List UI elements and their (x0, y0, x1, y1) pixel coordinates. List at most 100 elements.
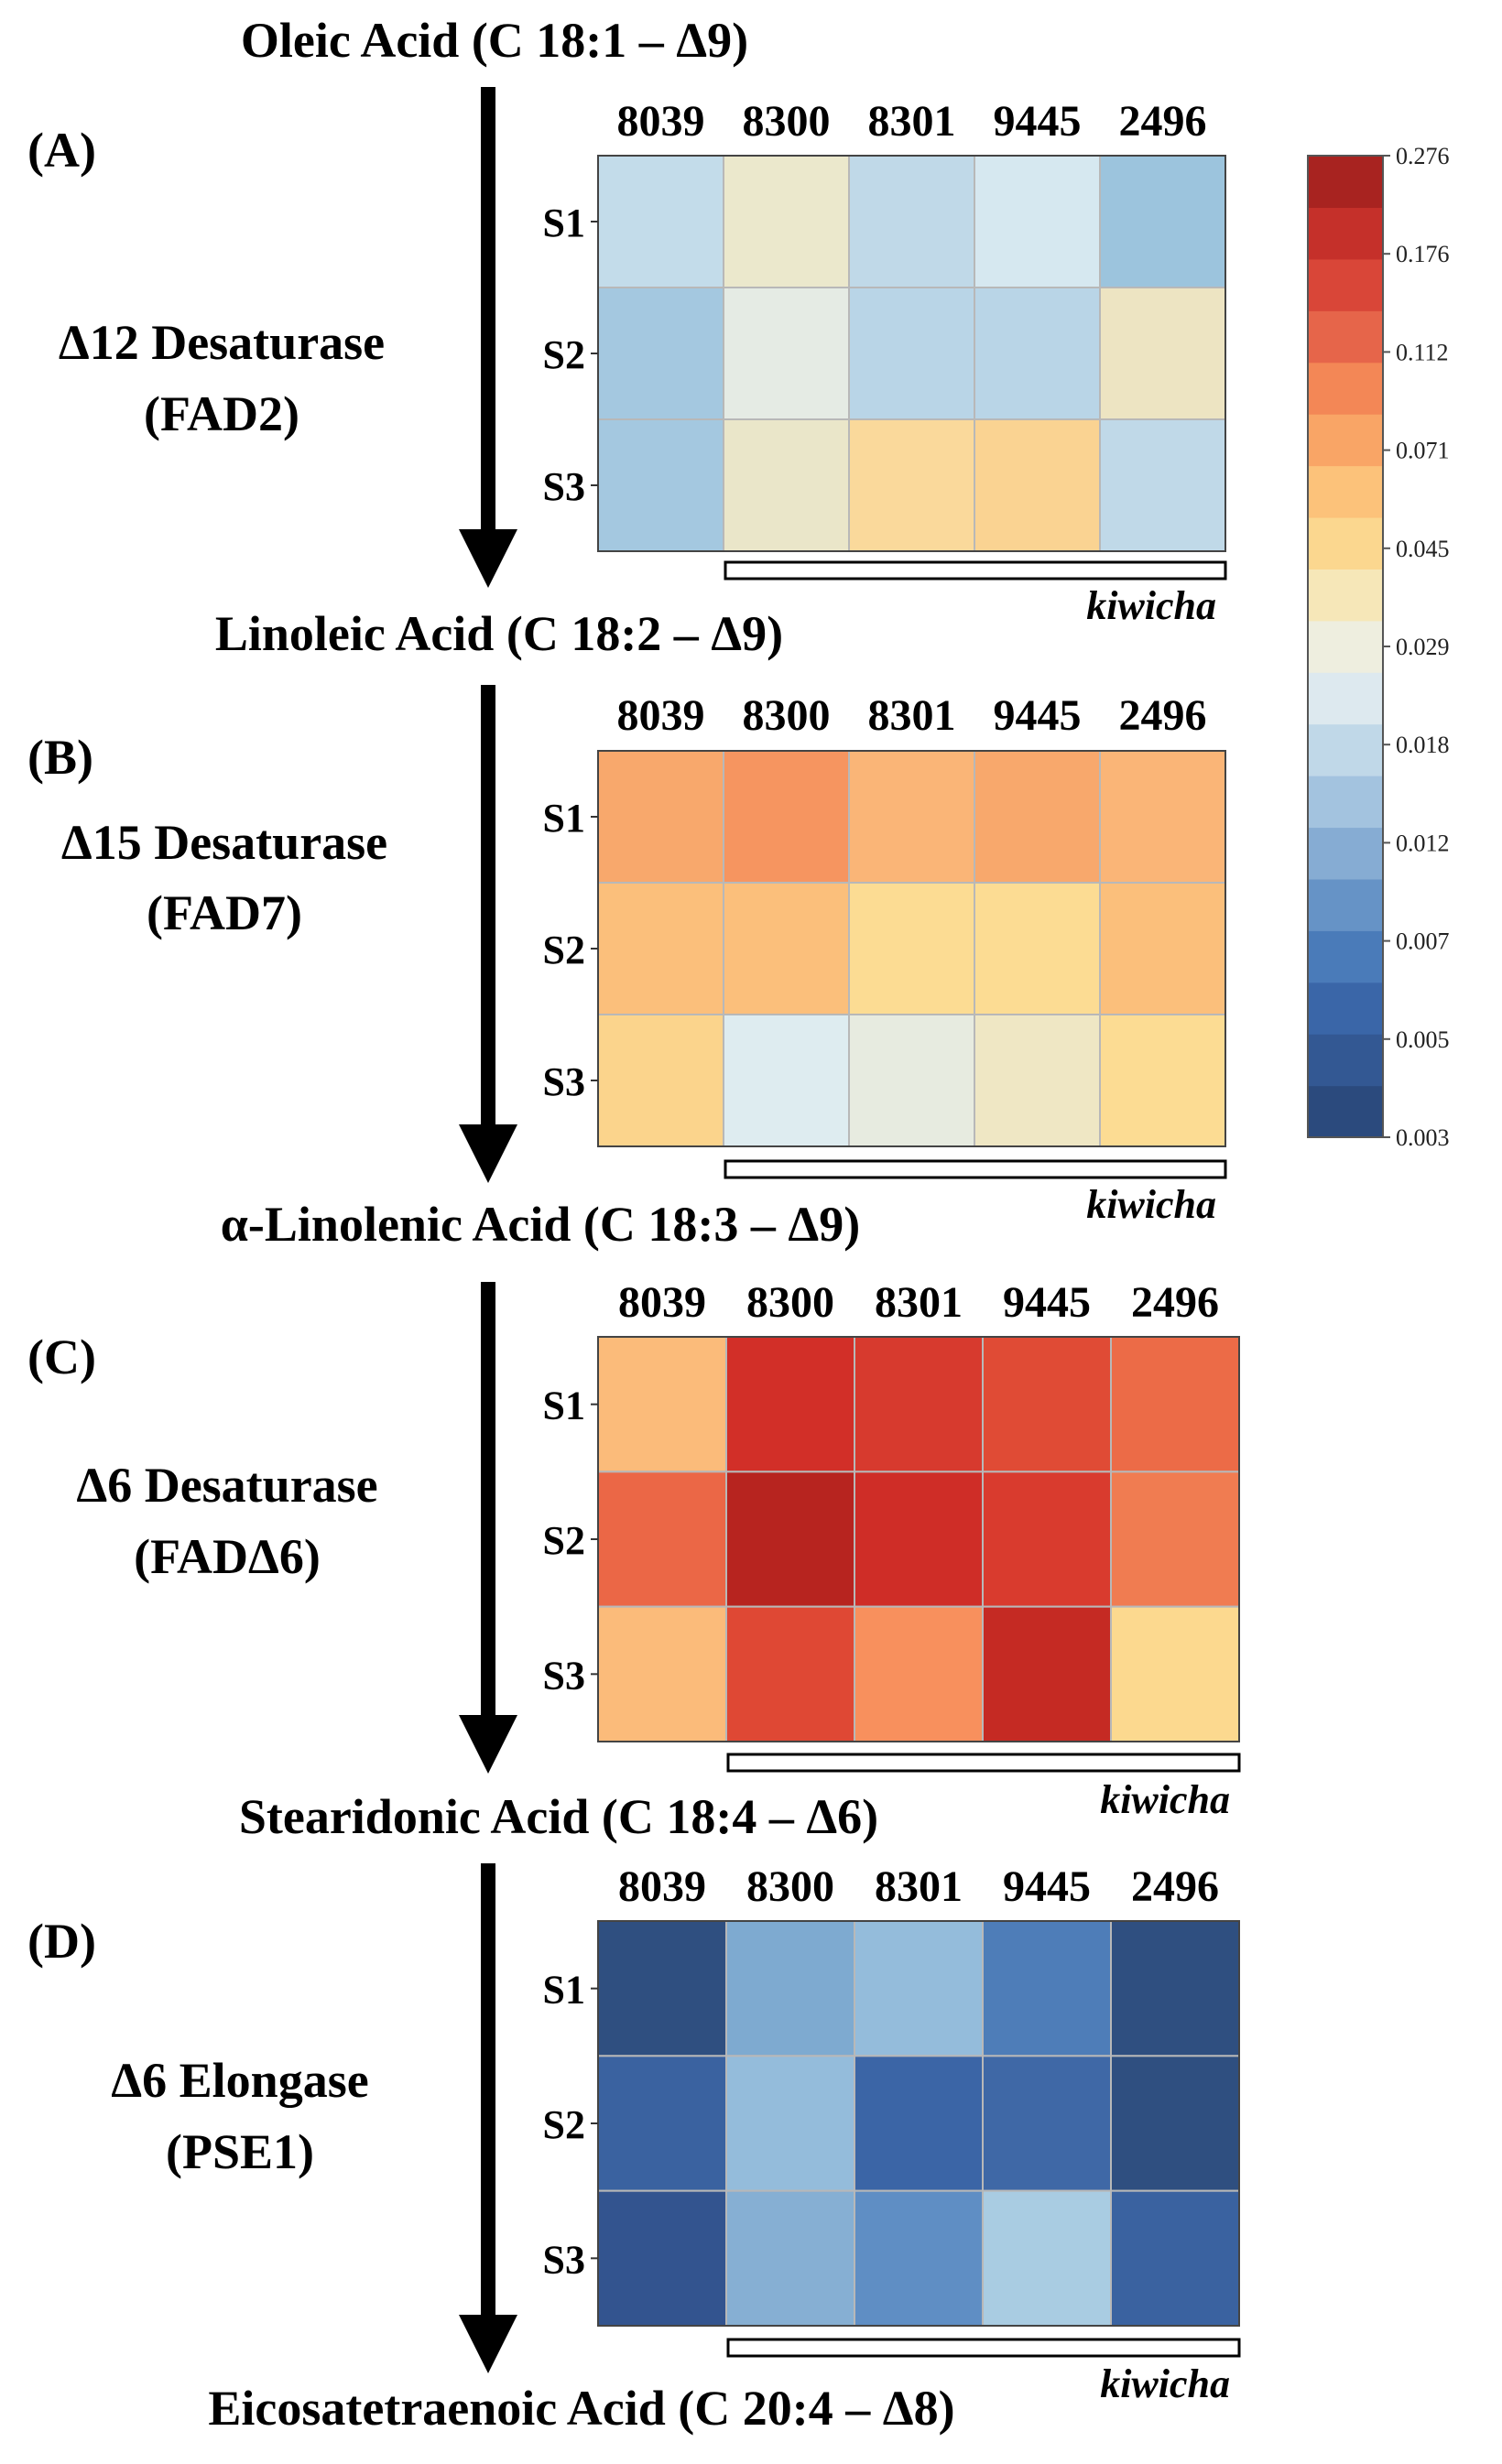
heatmap-cell (725, 1336, 855, 1473)
colorbar-swatch (1308, 620, 1383, 673)
heatmap-cell (1110, 2055, 1240, 2192)
colorbar-tick-label: 0.012 (1396, 830, 1450, 856)
compound-linoleic-acid: Linoleic Acid (C 18:2 – Δ9) (215, 606, 783, 661)
compound-alpha-linolenic-acid: α-Linolenic Acid (C 18:3 – Δ9) (221, 1197, 860, 1252)
heatmap-d: 8039 8300 8301 9445 2496 S1 S2 S3 kiwicha (543, 1862, 1241, 2406)
heatmap-cell (982, 2055, 1112, 2192)
row-label: S2 (543, 2102, 585, 2147)
heatmap-cell (848, 418, 975, 552)
column-label: 8039 (617, 691, 705, 740)
colorbar-swatch (1308, 258, 1383, 311)
row-label: S2 (543, 928, 585, 972)
heatmap-cell (854, 1605, 984, 1742)
panel-letter: (D) (27, 1914, 96, 1969)
heatmap-cell (1099, 418, 1226, 552)
heatmap-b: 8039 8300 8301 9445 2496 S1 S2 S3 kiwicha (543, 691, 1227, 1227)
column-label: 8039 (618, 1862, 706, 1911)
heatmap-cell (1099, 287, 1226, 420)
heatmap-cell (597, 418, 724, 552)
heatmap-cell (848, 287, 975, 420)
column-label: 8301 (868, 691, 956, 740)
row-label: S1 (543, 201, 585, 245)
group-bracket (724, 1159, 1227, 1179)
colorbar-swatch (1308, 827, 1383, 880)
heatmap-cell (1110, 1920, 1240, 2057)
heatmap-cell (974, 418, 1101, 552)
colorbar-tick-label: 0.071 (1396, 438, 1450, 464)
group-label: kiwicha (1100, 1777, 1230, 1822)
heatmap-cell (854, 2055, 984, 2192)
enzyme-gene: (PSE1) (166, 2124, 314, 2179)
compound-eicosatetraenoic-acid: Eicosatetraenoic Acid (C 20:4 – Δ8) (208, 2381, 954, 2436)
heatmap-cell (725, 2055, 855, 2192)
colorbar-swatch (1308, 982, 1383, 1035)
colorbar-swatch (1308, 516, 1383, 570)
heatmap-cell (597, 287, 724, 420)
group-label: kiwicha (1086, 583, 1216, 628)
heatmap-cell (725, 1920, 855, 2057)
heatmap-cell (597, 2055, 727, 2192)
heatmap-cell (848, 155, 975, 288)
heatmap-cell (597, 155, 724, 288)
heatmap-cell (974, 750, 1101, 884)
heatmap-cell (1110, 1471, 1240, 1608)
column-label: 9445 (994, 97, 1082, 146)
heatmap-cell (597, 2189, 727, 2328)
heatmap-cell (982, 1471, 1112, 1608)
colorbar-swatch (1308, 1085, 1383, 1138)
heatmap-cell (974, 882, 1101, 1015)
column-label: 2496 (1131, 1278, 1219, 1327)
panel-a-labels: (A) Δ12 Desaturase (FAD2) (27, 123, 385, 441)
colorbar-swatch (1308, 1034, 1383, 1087)
column-label: 8300 (746, 1862, 834, 1911)
colorbar-tick-label: 0.003 (1396, 1124, 1450, 1151)
row-label: S3 (543, 464, 585, 509)
colorbar-tick-label: 0.112 (1396, 339, 1449, 365)
colorbar-swatch (1308, 776, 1383, 829)
enzyme-gene: (FAD2) (144, 386, 299, 441)
colorbar-tick-label: 0.005 (1396, 1026, 1450, 1053)
heatmap-cell (723, 418, 850, 552)
heatmap-cell (597, 1336, 727, 1473)
colorbar-tick-label: 0.045 (1396, 536, 1450, 562)
heatmap-cell (1110, 1605, 1240, 1742)
colorbar: 0.276 0.176 0.112 0.071 0.045 0.029 0.018 0.012… (1307, 143, 1450, 1151)
colorbar-swatch (1308, 930, 1383, 983)
heatmap-cell (723, 750, 850, 884)
column-label: 8300 (743, 691, 831, 740)
column-label: 9445 (1003, 1862, 1091, 1911)
colorbar-tick-label: 0.176 (1396, 241, 1450, 267)
column-label: 8039 (618, 1278, 706, 1327)
column-label: 9445 (1003, 1278, 1091, 1327)
heatmap-cell (982, 2189, 1112, 2328)
enzyme-gene: (FADΔ6) (134, 1529, 321, 1584)
heatmap-cell (1099, 155, 1226, 288)
row-label: S1 (543, 1384, 585, 1428)
heatmap-cell (597, 1471, 727, 1608)
colorbar-tick-label: 0.007 (1396, 928, 1450, 955)
heatmap-cell (854, 1920, 984, 2057)
panel-c-labels: (C) Δ6 Desaturase (FADΔ6) (27, 1330, 378, 1584)
heatmap-cell (723, 287, 850, 420)
row-label: S1 (543, 796, 585, 841)
heatmap-cell (725, 1471, 855, 1608)
enzyme-name: Δ12 Desaturase (59, 315, 385, 370)
heatmap-cell (1110, 1336, 1240, 1473)
heatmap-cell (854, 2189, 984, 2328)
heatmap-cell (597, 1605, 727, 1742)
heatmap-cell (974, 155, 1101, 288)
heatmap-cell (597, 750, 724, 884)
column-label: 8300 (746, 1278, 834, 1327)
heatmap-cell (848, 1014, 975, 1147)
heatmap-cell (597, 1920, 727, 2057)
colorbar-swatch (1308, 569, 1383, 622)
heatmap-cell (974, 1014, 1101, 1147)
heatmap-cell (725, 2189, 855, 2328)
heatmap-cell (982, 1920, 1112, 2057)
colorbar-tick-label: 0.029 (1396, 634, 1450, 660)
colorbar-tick-label: 0.276 (1396, 143, 1450, 169)
colorbar-swatch (1308, 207, 1383, 260)
heatmap-cell (848, 750, 975, 884)
colorbar-swatch (1308, 414, 1383, 467)
